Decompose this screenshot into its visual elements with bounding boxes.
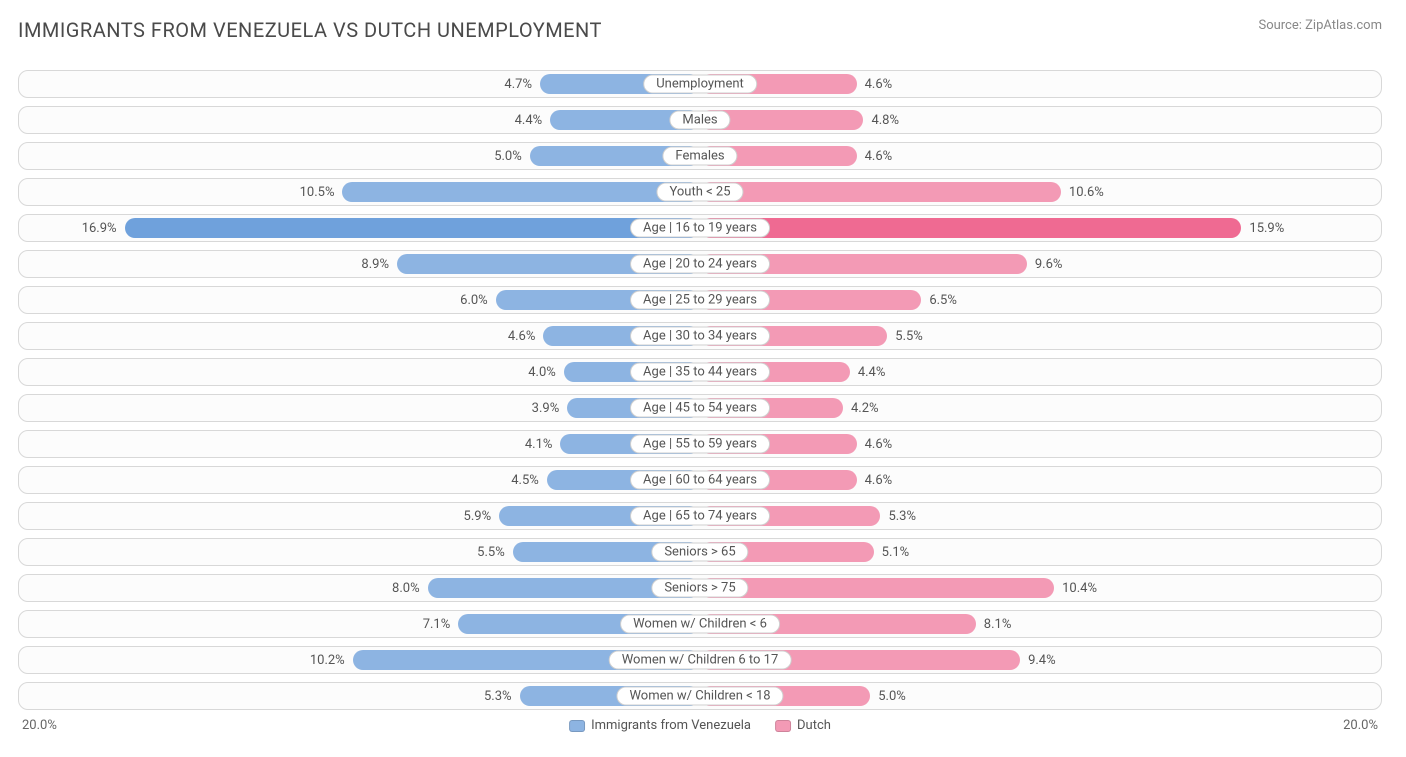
axis-max-left: 20.0% — [22, 718, 57, 733]
right-value-label: 4.6% — [865, 467, 893, 495]
left-value-label: 3.9% — [532, 395, 560, 423]
right-value-label: 5.1% — [882, 539, 910, 567]
right-value-label: 5.3% — [888, 503, 916, 531]
category-label: Age | 35 to 44 years — [630, 363, 770, 382]
chart-row: 3.9% 4.2% Age | 45 to 54 years — [18, 394, 1382, 422]
right-value-label: 9.4% — [1028, 647, 1056, 675]
category-label: Women w/ Children < 18 — [616, 687, 783, 706]
right-value-label: 4.6% — [865, 143, 893, 171]
chart-row: 7.1% 8.1% Women w/ Children < 6 — [18, 610, 1382, 638]
left-value-label: 16.9% — [82, 215, 117, 243]
left-value-label: 4.0% — [528, 359, 556, 387]
left-value-label: 5.3% — [484, 683, 512, 711]
category-label: Females — [662, 147, 737, 166]
axis-max-right: 20.0% — [1343, 718, 1378, 733]
category-label: Males — [669, 111, 730, 130]
chart-row: 5.9% 5.3% Age | 65 to 74 years — [18, 502, 1382, 530]
chart-row: 10.5% 10.6% Youth < 25 — [18, 178, 1382, 206]
left-value-label: 4.7% — [504, 71, 532, 99]
chart-row: 8.0% 10.4% Seniors > 75 — [18, 574, 1382, 602]
category-label: Age | 55 to 59 years — [630, 435, 770, 454]
chart-row: 4.0% 4.4% Age | 35 to 44 years — [18, 358, 1382, 386]
right-value-label: 6.5% — [929, 287, 957, 315]
right-bar — [700, 578, 1054, 598]
category-label: Age | 45 to 54 years — [630, 399, 770, 418]
category-label: Age | 16 to 19 years — [630, 219, 770, 238]
legend-swatch-left — [569, 720, 585, 732]
legend-item-left: Immigrants from Venezuela — [569, 718, 751, 733]
left-bar — [342, 182, 700, 202]
left-value-label: 10.2% — [310, 647, 345, 675]
category-label: Seniors > 75 — [651, 579, 748, 598]
chart-row: 4.5% 4.6% Age | 60 to 64 years — [18, 466, 1382, 494]
left-value-label: 7.1% — [423, 611, 451, 639]
category-label: Age | 65 to 74 years — [630, 507, 770, 526]
legend: Immigrants from Venezuela Dutch — [569, 718, 831, 733]
left-value-label: 5.0% — [494, 143, 522, 171]
right-value-label: 8.1% — [984, 611, 1012, 639]
category-label: Age | 20 to 24 years — [630, 255, 770, 274]
right-value-label: 4.6% — [865, 71, 893, 99]
left-value-label: 5.5% — [477, 539, 505, 567]
legend-swatch-right — [775, 720, 791, 732]
right-value-label: 4.2% — [851, 395, 879, 423]
right-value-label: 4.6% — [865, 431, 893, 459]
left-value-label: 4.5% — [511, 467, 539, 495]
left-value-label: 6.0% — [460, 287, 488, 315]
category-label: Youth < 25 — [656, 183, 743, 202]
right-value-label: 5.0% — [878, 683, 906, 711]
right-value-label: 5.5% — [895, 323, 923, 351]
chart-row: 4.1% 4.6% Age | 55 to 59 years — [18, 430, 1382, 458]
category-label: Age | 25 to 29 years — [630, 291, 770, 310]
chart-row: 6.0% 6.5% Age | 25 to 29 years — [18, 286, 1382, 314]
right-value-label: 10.6% — [1069, 179, 1104, 207]
right-bar — [700, 182, 1061, 202]
chart-row: 4.4% 4.8% Males — [18, 106, 1382, 134]
right-bar — [700, 218, 1241, 238]
chart-row: 5.0% 4.6% Females — [18, 142, 1382, 170]
left-bar — [125, 218, 700, 238]
right-value-label: 9.6% — [1035, 251, 1063, 279]
chart-row: 10.2% 9.4% Women w/ Children 6 to 17 — [18, 646, 1382, 674]
left-value-label: 10.5% — [300, 179, 335, 207]
source-attribution: Source: ZipAtlas.com — [1258, 18, 1382, 33]
left-value-label: 8.9% — [361, 251, 389, 279]
right-value-label: 15.9% — [1249, 215, 1284, 243]
chart-row: 16.9% 15.9% Age | 16 to 19 years — [18, 214, 1382, 242]
right-value-label: 4.8% — [871, 107, 899, 135]
left-value-label: 4.1% — [525, 431, 553, 459]
legend-label-left: Immigrants from Venezuela — [591, 718, 751, 733]
chart-row: 5.3% 5.0% Women w/ Children < 18 — [18, 682, 1382, 710]
category-label: Age | 60 to 64 years — [630, 471, 770, 490]
axis-row: 20.0% Immigrants from Venezuela Dutch 20.0% — [18, 718, 1382, 742]
chart-row: 8.9% 9.6% Age | 20 to 24 years — [18, 250, 1382, 278]
chart-row: 4.7% 4.6% Unemployment — [18, 70, 1382, 98]
category-label: Women w/ Children 6 to 17 — [609, 651, 792, 670]
category-label: Age | 30 to 34 years — [630, 327, 770, 346]
left-value-label: 5.9% — [464, 503, 492, 531]
right-value-label: 4.4% — [858, 359, 886, 387]
chart-row: 5.5% 5.1% Seniors > 65 — [18, 538, 1382, 566]
left-value-label: 8.0% — [392, 575, 420, 603]
legend-label-right: Dutch — [797, 718, 831, 733]
category-label: Seniors > 65 — [651, 543, 748, 562]
legend-item-right: Dutch — [775, 718, 831, 733]
right-value-label: 10.4% — [1062, 575, 1097, 603]
category-label: Women w/ Children < 6 — [620, 615, 780, 634]
left-value-label: 4.6% — [508, 323, 536, 351]
diverging-bar-chart: 4.7% 4.6% Unemployment 4.4% 4.8% Males 5.0% 4.6… — [18, 70, 1382, 742]
chart-title: IMMIGRANTS FROM VENEZUELA VS DUTCH UNEMP… — [18, 18, 1382, 42]
category-label: Unemployment — [643, 75, 757, 94]
left-value-label: 4.4% — [515, 107, 543, 135]
chart-row: 4.6% 5.5% Age | 30 to 34 years — [18, 322, 1382, 350]
